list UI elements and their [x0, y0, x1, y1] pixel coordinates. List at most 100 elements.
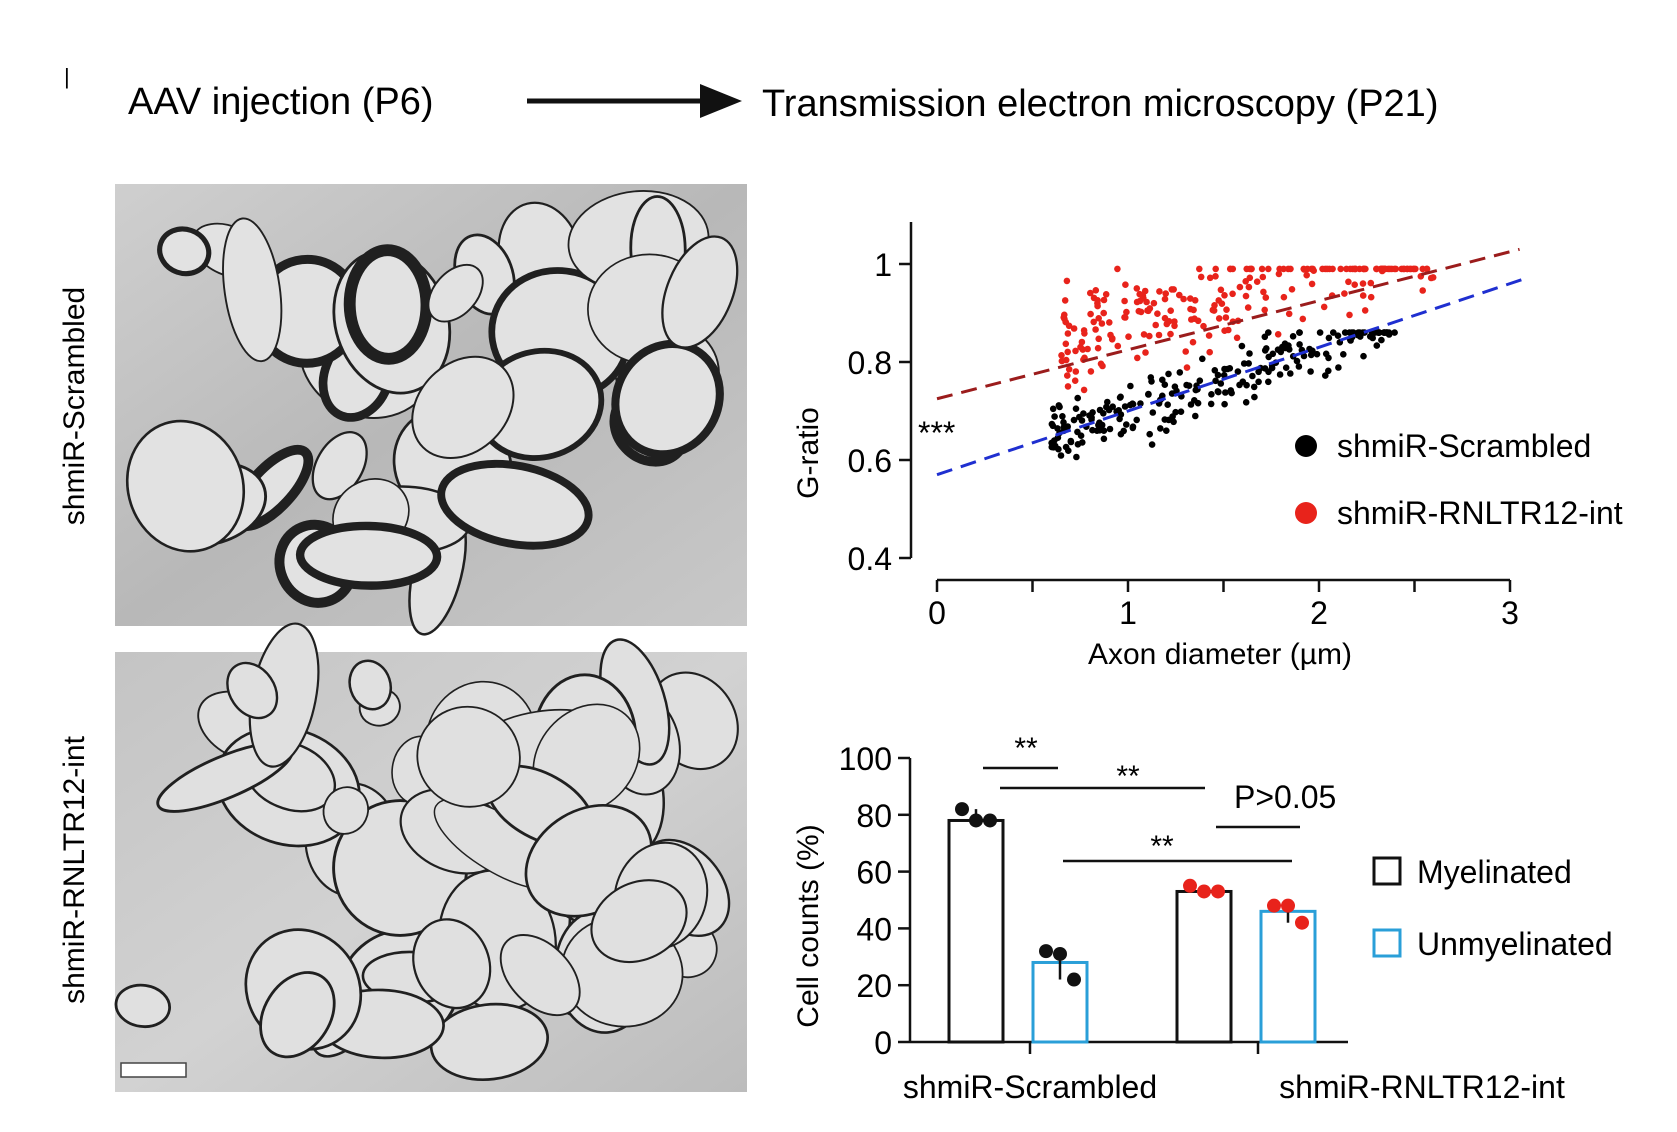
point-rnltr [1244, 304, 1252, 311]
point-rnltr [1200, 322, 1207, 330]
legend-marker-rnltr [1295, 502, 1317, 524]
point-rnltr [1084, 345, 1091, 353]
scatter-xtick-label: 0 [928, 595, 946, 631]
point-scrambled [1378, 336, 1385, 344]
point-scrambled [1335, 364, 1342, 371]
replicate-point [955, 802, 969, 817]
point-rnltr [1319, 265, 1326, 273]
point-rnltr [1419, 287, 1426, 294]
point-rnltr [1080, 386, 1088, 394]
scatter-significance: *** [918, 415, 955, 451]
point-rnltr [1122, 314, 1129, 321]
point-scrambled [1322, 372, 1329, 379]
point-scrambled [1250, 383, 1258, 391]
legend-myelinated: Myelinated [1417, 854, 1572, 890]
point-rnltr [1285, 310, 1293, 318]
replicate-point [1281, 898, 1295, 913]
point-rnltr [1310, 267, 1317, 275]
scale-bar [120, 1062, 187, 1078]
point-scrambled [1161, 381, 1169, 389]
label-scrambled: shmiR-Scrambled [58, 287, 91, 525]
point-rnltr [1133, 298, 1141, 306]
point-rnltr [1367, 279, 1375, 287]
point-scrambled [1224, 365, 1231, 373]
point-rnltr [1143, 298, 1150, 306]
point-scrambled [1293, 357, 1301, 365]
point-rnltr [1245, 283, 1253, 291]
legend-marker-scrambled [1295, 435, 1317, 457]
point-scrambled [1383, 329, 1390, 336]
point-rnltr [1320, 303, 1328, 311]
point-rnltr [1064, 372, 1071, 379]
axon-profile [295, 521, 442, 590]
point-rnltr [1152, 321, 1159, 329]
point-scrambled [1137, 400, 1144, 407]
bar-unmyelinated-rnltr [1259, 909, 1317, 1044]
point-scrambled [1049, 405, 1057, 413]
point-rnltr [1212, 265, 1219, 273]
point-rnltr [1222, 314, 1230, 321]
point-rnltr [1303, 271, 1310, 279]
point-scrambled [1060, 419, 1067, 426]
point-scrambled [1100, 435, 1108, 443]
point-rnltr [1061, 297, 1069, 304]
axon-profile [125, 419, 246, 553]
point-scrambled [1238, 342, 1246, 350]
scatter-ytick-label: 0.6 [848, 443, 892, 479]
point-rnltr [1215, 315, 1223, 322]
point-scrambled [1078, 417, 1086, 424]
point-rnltr [1190, 306, 1197, 314]
point-scrambled [1287, 370, 1294, 377]
point-scrambled [1093, 427, 1101, 435]
point-rnltr [1352, 265, 1359, 273]
point-scrambled [1325, 354, 1332, 362]
point-rnltr [1098, 320, 1106, 327]
bar-ytick-label: 60 [856, 855, 892, 891]
point-scrambled [1062, 443, 1070, 451]
point-rnltr [1071, 377, 1079, 385]
scatter-ytick-label: 0.8 [848, 345, 892, 381]
bar-ytick-label: 0 [874, 1025, 892, 1061]
point-scrambled [1117, 430, 1125, 438]
point-scrambled [1133, 416, 1140, 424]
axon-profile [311, 431, 368, 501]
point-rnltr [1062, 340, 1070, 348]
point-scrambled [1048, 439, 1055, 447]
point-rnltr [1236, 283, 1244, 291]
bar-ylabel: Cell counts (%) [792, 824, 825, 1027]
point-rnltr [1094, 302, 1101, 310]
point-scrambled [1129, 423, 1137, 431]
point-scrambled [1060, 423, 1068, 431]
sig-label-3: P>0.05 [1234, 779, 1336, 815]
point-scrambled [1177, 408, 1185, 416]
replicate-point [1053, 946, 1067, 961]
scatter-xlabel: Axon diameter (µm) [1088, 638, 1352, 671]
point-rnltr [1280, 293, 1288, 301]
point-scrambled [1067, 438, 1075, 446]
point-rnltr [1260, 288, 1267, 296]
point-rnltr [1373, 265, 1381, 273]
axon-profile [411, 355, 515, 460]
point-scrambled [1325, 334, 1333, 342]
point-scrambled [1170, 418, 1177, 426]
scatter-xtick-label: 1 [1119, 595, 1137, 631]
point-scrambled [1282, 344, 1289, 352]
point-rnltr [1217, 286, 1225, 294]
point-rnltr [1150, 299, 1158, 307]
point-scrambled [1391, 329, 1398, 336]
point-rnltr [1183, 364, 1191, 371]
point-scrambled [1296, 329, 1303, 336]
point-rnltr [1233, 334, 1241, 342]
point-rnltr [1122, 281, 1129, 289]
point-rnltr [1287, 265, 1294, 273]
point-scrambled [1176, 369, 1184, 376]
point-scrambled [1295, 363, 1303, 370]
point-rnltr [1423, 265, 1431, 273]
replicate-point [1067, 972, 1081, 987]
point-scrambled [1234, 368, 1242, 375]
point-scrambled [1211, 367, 1219, 374]
bar-myelinated-rnltr [1175, 889, 1233, 1044]
point-scrambled [1088, 414, 1095, 421]
point-scrambled [1265, 378, 1272, 386]
